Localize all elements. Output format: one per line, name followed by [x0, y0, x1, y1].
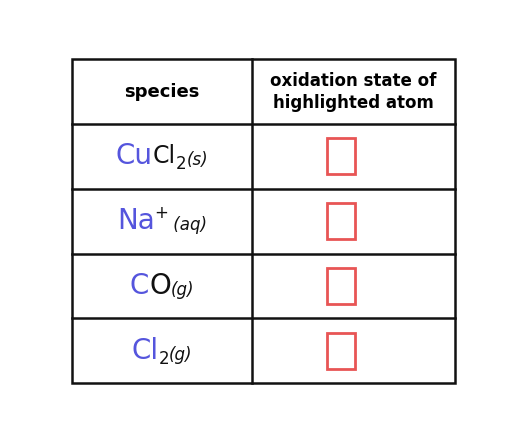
Text: O: O	[149, 272, 171, 300]
Text: (g): (g)	[171, 281, 194, 299]
Text: Cu: Cu	[116, 142, 153, 170]
Text: C: C	[130, 272, 149, 300]
Text: (s): (s)	[187, 152, 208, 170]
Text: (g): (g)	[169, 346, 193, 364]
Bar	[327, 203, 355, 239]
Bar	[327, 333, 355, 369]
Text: oxidation state of
highlighted atom: oxidation state of highlighted atom	[270, 71, 436, 112]
Text: 2: 2	[176, 155, 187, 173]
Bar	[327, 138, 355, 174]
Text: (aq): (aq)	[169, 216, 207, 234]
Text: Cl: Cl	[132, 337, 159, 365]
Text: species: species	[124, 83, 200, 101]
Text: Na: Na	[117, 207, 155, 235]
Text: 2: 2	[159, 350, 169, 367]
Text: +: +	[155, 204, 169, 222]
Bar	[327, 268, 355, 304]
Text: Cl: Cl	[153, 145, 176, 169]
